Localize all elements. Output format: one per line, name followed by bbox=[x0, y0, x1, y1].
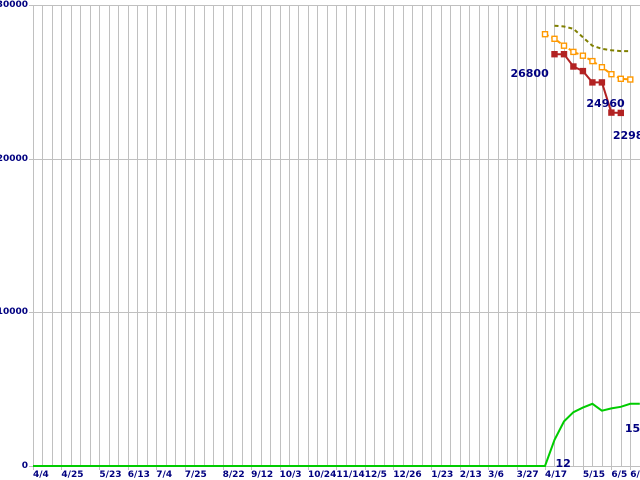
data-value-label: 15 bbox=[624, 421, 640, 435]
series-marker bbox=[570, 48, 577, 56]
series-marker bbox=[589, 57, 596, 65]
series-line bbox=[554, 24, 631, 53]
series-marker bbox=[589, 79, 596, 86]
series-marker bbox=[598, 79, 606, 86]
y-axis-tick-label: 10000 bbox=[0, 307, 28, 318]
series-marker bbox=[560, 42, 568, 49]
series-series-green bbox=[33, 402, 640, 467]
series-line bbox=[544, 33, 631, 81]
y-axis-tick-label: 30000 bbox=[0, 0, 28, 10]
series-marker bbox=[541, 31, 549, 38]
data-value-label: 12 bbox=[555, 456, 571, 470]
data-value-label: 24960 bbox=[586, 97, 625, 111]
series-marker bbox=[617, 75, 624, 83]
series-marker bbox=[627, 76, 634, 83]
data-value-label: 26800 bbox=[510, 67, 549, 81]
series-layer bbox=[33, 24, 640, 467]
series-series-red bbox=[551, 51, 624, 117]
series-marker bbox=[579, 52, 587, 59]
y-axis-tick-label: 20000 bbox=[0, 153, 28, 164]
series-marker bbox=[617, 109, 624, 117]
series-marker bbox=[560, 51, 568, 58]
series-marker bbox=[608, 70, 615, 78]
series-marker bbox=[551, 35, 558, 42]
series-marker bbox=[579, 67, 587, 75]
series-series-orange bbox=[541, 31, 634, 83]
series-marker bbox=[608, 109, 615, 116]
data-value-label: 22980 bbox=[612, 128, 640, 142]
y-axis-tick-label: 0 bbox=[21, 461, 28, 471]
series-marker bbox=[598, 63, 606, 71]
series-marker bbox=[551, 51, 558, 58]
series-line bbox=[33, 402, 640, 467]
series-series-olive bbox=[554, 24, 631, 53]
series-marker bbox=[570, 63, 577, 70]
